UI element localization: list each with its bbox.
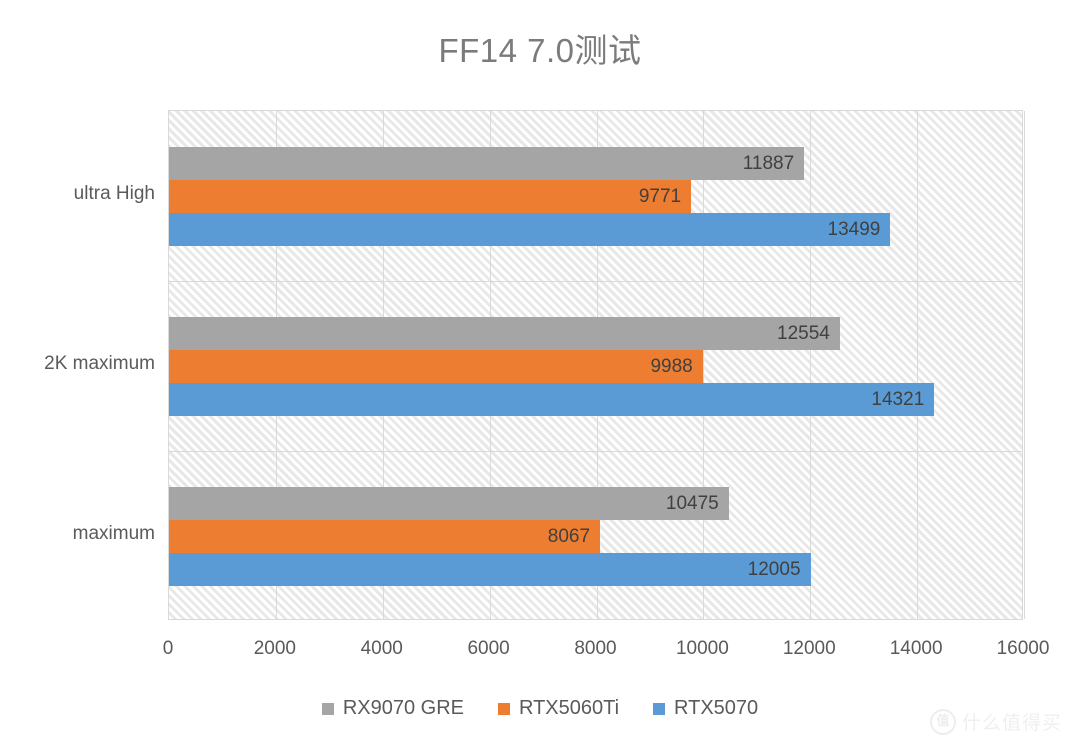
bar-rx9070-gre-maximum: 10475	[169, 486, 729, 520]
bar-rtx5060ti-ultra-high: 9771	[169, 179, 692, 213]
gridline-horizontal	[169, 451, 1022, 452]
plot-area: 11887 9771 13499 12554 9988 14321 10475 8067 120…	[168, 110, 1025, 620]
x-axis-tick-2000: 2000	[253, 638, 297, 659]
gridline-vertical	[1024, 111, 1025, 619]
legend-label: RX9070 GRE	[342, 697, 464, 719]
x-axis-tick-10000: 10000	[675, 638, 729, 659]
bar-value-label: 12005	[747, 558, 801, 580]
bar-rtx5060ti-2k-maximum: 9988	[169, 349, 703, 383]
bar-rtx5070-2k-maximum: 14321	[169, 382, 935, 416]
bar-rx9070-gre-ultra-high: 11887	[169, 146, 805, 180]
watermark: 值 什么值得买	[929, 708, 1062, 735]
x-axis-tick-0: 0	[162, 638, 174, 659]
bar-rtx5070-maximum: 12005	[169, 552, 811, 586]
chart-title: FF14 7.0测试	[438, 32, 642, 69]
legend-swatch-icon	[653, 702, 666, 715]
bar-rx9070-gre-2k-maximum: 12554	[169, 316, 840, 350]
legend-label: RTX5060Ti	[518, 697, 620, 719]
x-axis-tick-6000: 6000	[467, 638, 510, 659]
x-axis-tick-16000: 16000	[996, 638, 1050, 659]
y-axis-label-2k-maximum: 2K maximum	[44, 353, 155, 374]
x-axis-tick-8000: 8000	[574, 638, 617, 659]
x-axis-tick-14000: 14000	[889, 638, 943, 659]
legend-swatch-icon	[321, 702, 334, 715]
bar-value-label: 12554	[777, 322, 830, 344]
legend-item-rx9070-gre[interactable]: RX9070 GRE	[321, 697, 464, 720]
x-axis-tick-4000: 4000	[360, 638, 403, 659]
gridline-vertical	[810, 111, 812, 619]
chart-legend: RX9070 GRE RTX5060Ti RTX5070	[0, 697, 1080, 720]
legend-item-rtx5060ti[interactable]: RTX5060Ti	[497, 697, 620, 720]
gridline-horizontal	[169, 281, 1022, 282]
y-axis-label-ultra-high: ultra High	[73, 183, 155, 204]
bar-rtx5070-ultra-high: 13499	[169, 212, 891, 246]
bar-value-label: 11887	[742, 152, 795, 174]
gridline-vertical	[703, 111, 705, 619]
legend-label: RTX5070	[674, 697, 759, 719]
bar-value-label: 13499	[827, 218, 881, 240]
bar-value-label: 14321	[871, 388, 925, 410]
bar-value-label: 9988	[650, 355, 693, 377]
bar-rtx5060ti-maximum: 8067	[169, 519, 601, 553]
legend-item-rtx5070[interactable]: RTX5070	[653, 697, 758, 720]
y-axis-label-maximum: maximum	[72, 523, 155, 544]
legend-swatch-icon	[497, 702, 510, 715]
x-axis-tick-12000: 12000	[782, 638, 836, 659]
watermark-badge-icon: 值	[929, 708, 956, 735]
gridline-vertical	[917, 111, 919, 619]
bar-value-label: 8067	[547, 525, 591, 547]
bar-value-label: 10475	[665, 492, 719, 514]
bar-value-label: 9771	[638, 185, 682, 207]
watermark-text: 什么值得买	[961, 713, 1062, 734]
